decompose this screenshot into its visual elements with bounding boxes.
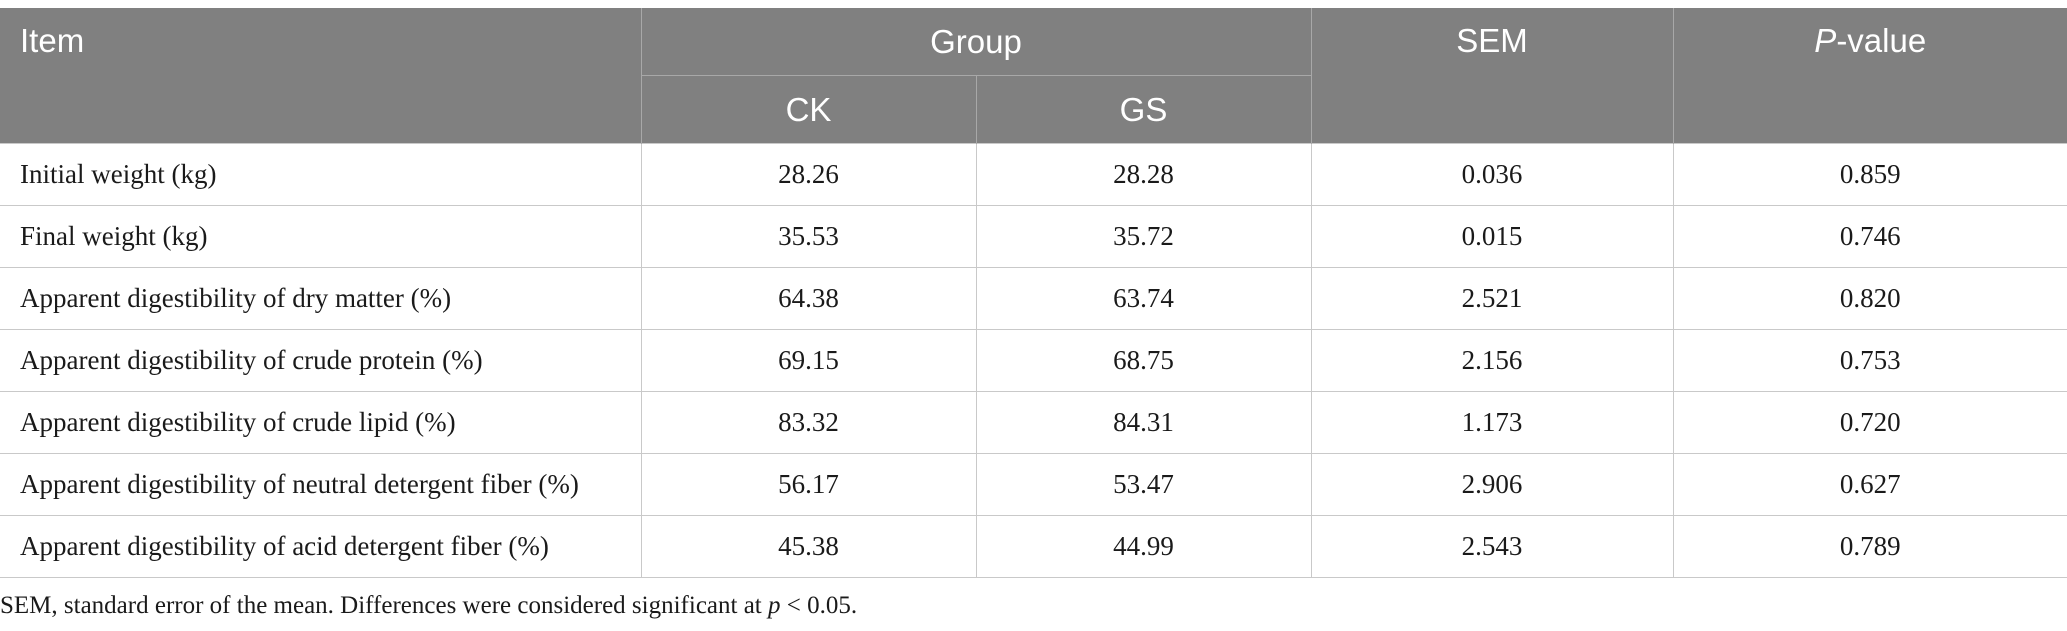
table-row: Apparent digestibility of neutral deterg…	[0, 453, 2067, 516]
cell-sem: 0.036	[1310, 143, 1674, 206]
header-p-italic: P	[1814, 22, 1837, 59]
header-sem: SEM	[1310, 8, 1674, 144]
cell-sem: 2.906	[1310, 453, 1674, 516]
cell-item: Apparent digestibility of acid detergent…	[0, 515, 642, 578]
cell-p: 0.746	[1672, 205, 2067, 268]
footnote-threshold: < 0.05.	[780, 592, 858, 619]
cell-sem: 2.521	[1310, 267, 1674, 330]
table-body: Initial weight (kg) 28.26 28.28 0.036 0.…	[0, 143, 2067, 578]
footnote-p-italic: p	[768, 592, 781, 619]
cell-sem: 1.173	[1310, 391, 1674, 454]
header-p-rest: -value	[1836, 22, 1927, 59]
cell-p: 0.753	[1672, 329, 2067, 392]
header-p-value: P-value	[1672, 8, 2067, 144]
cell-gs: 63.74	[975, 267, 1312, 330]
cell-gs: 53.47	[975, 453, 1312, 516]
cell-gs: 28.28	[975, 143, 1312, 206]
cell-ck: 28.26	[640, 143, 977, 206]
cell-ck: 56.17	[640, 453, 977, 516]
header-gs: GS	[975, 75, 1312, 144]
table-row: Apparent digestibility of crude lipid (%…	[0, 391, 2067, 454]
cell-item: Final weight (kg)	[0, 205, 642, 268]
cell-ck: 64.38	[640, 267, 977, 330]
cell-gs: 44.99	[975, 515, 1312, 578]
table-container: Item Group SEM P-value CK GS Initial wei…	[0, 8, 2067, 578]
cell-item: Apparent digestibility of neutral deterg…	[0, 453, 642, 516]
table-row: Apparent digestibility of dry matter (%)…	[0, 267, 2067, 330]
cell-gs: 68.75	[975, 329, 1312, 392]
cell-ck: 45.38	[640, 515, 977, 578]
header-ck: CK	[640, 75, 977, 144]
cell-gs: 35.72	[975, 205, 1312, 268]
cell-p: 0.859	[1672, 143, 2067, 206]
cell-p: 0.627	[1672, 453, 2067, 516]
header-item: Item	[0, 8, 642, 144]
table-row: Apparent digestibility of acid detergent…	[0, 515, 2067, 578]
cell-sem: 2.156	[1310, 329, 1674, 392]
cell-sem: 0.015	[1310, 205, 1674, 268]
table-row: Final weight (kg) 35.53 35.72 0.015 0.74…	[0, 205, 2067, 268]
table-header: Item Group SEM P-value CK GS	[0, 8, 2067, 144]
cell-ck: 69.15	[640, 329, 977, 392]
table-footnote: SEM, standard error of the mean. Differe…	[0, 592, 857, 620]
table-row: Initial weight (kg) 28.26 28.28 0.036 0.…	[0, 143, 2067, 206]
cell-gs: 84.31	[975, 391, 1312, 454]
cell-ck: 35.53	[640, 205, 977, 268]
table-row: Apparent digestibility of crude protein …	[0, 329, 2067, 392]
cell-item: Apparent digestibility of dry matter (%)	[0, 267, 642, 330]
cell-ck: 83.32	[640, 391, 977, 454]
cell-item: Initial weight (kg)	[0, 143, 642, 206]
cell-sem: 2.543	[1310, 515, 1674, 578]
cell-item: Apparent digestibility of crude lipid (%…	[0, 391, 642, 454]
cell-p: 0.789	[1672, 515, 2067, 578]
footnote-text: SEM, standard error of the mean. Differe…	[0, 592, 768, 619]
results-table: Item Group SEM P-value CK GS Initial wei…	[0, 8, 2067, 578]
cell-p: 0.720	[1672, 391, 2067, 454]
header-group: Group	[640, 8, 1312, 76]
cell-p: 0.820	[1672, 267, 2067, 330]
cell-item: Apparent digestibility of crude protein …	[0, 329, 642, 392]
